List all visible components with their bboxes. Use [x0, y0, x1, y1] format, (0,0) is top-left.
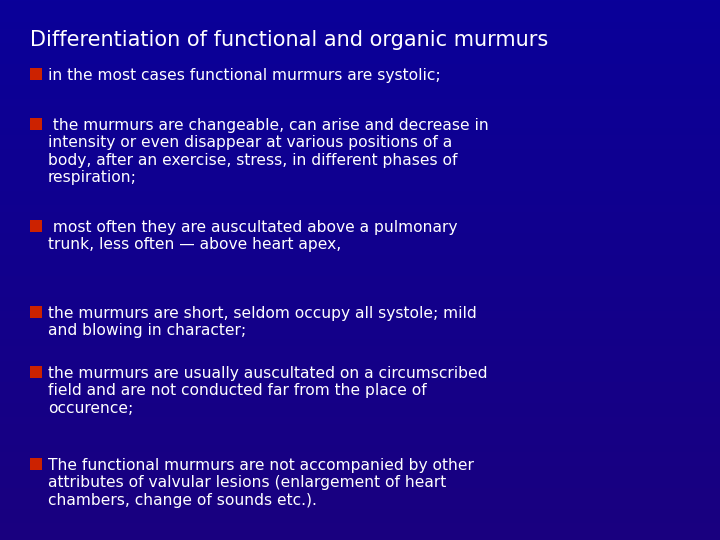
Text: the murmurs are changeable, can arise and decrease in
intensity or even disappea: the murmurs are changeable, can arise an… — [48, 118, 489, 185]
Bar — [30, 306, 42, 318]
Bar — [30, 220, 42, 232]
Text: The functional murmurs are not accompanied by other
attributes of valvular lesio: The functional murmurs are not accompani… — [48, 458, 474, 508]
Bar — [30, 68, 42, 80]
Bar — [30, 118, 42, 130]
Bar — [30, 458, 42, 470]
Text: the murmurs are usually auscultated on a circumscribed
field and are not conduct: the murmurs are usually auscultated on a… — [48, 366, 487, 416]
Text: most often they are auscultated above a pulmonary
trunk, less often — above hear: most often they are auscultated above a … — [48, 220, 457, 252]
Text: the murmurs are short, seldom occupy all systole; mild
and blowing in character;: the murmurs are short, seldom occupy all… — [48, 306, 477, 339]
Text: Differentiation of functional and organic murmurs: Differentiation of functional and organi… — [30, 30, 548, 50]
Bar — [30, 366, 42, 378]
Text: in the most cases functional murmurs are systolic;: in the most cases functional murmurs are… — [48, 68, 441, 83]
